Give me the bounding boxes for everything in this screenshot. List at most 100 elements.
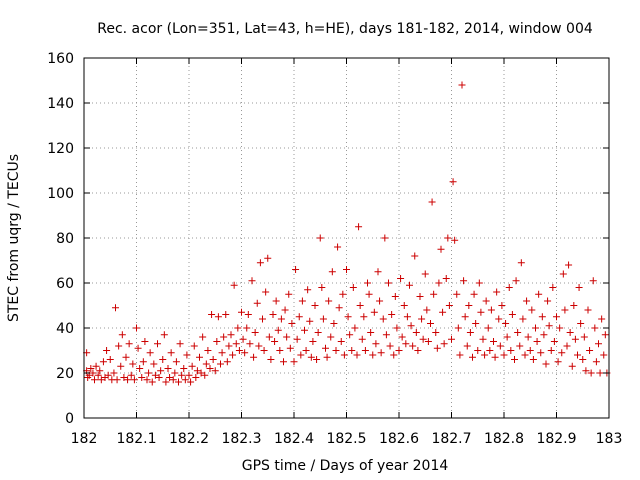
data-point bbox=[314, 329, 322, 336]
data-point bbox=[199, 333, 207, 341]
y-tick-label: 140 bbox=[47, 96, 74, 112]
data-point bbox=[519, 315, 527, 323]
data-point bbox=[298, 297, 306, 305]
data-point bbox=[293, 335, 301, 343]
data-point bbox=[172, 358, 180, 366]
data-point bbox=[474, 347, 482, 354]
data-point bbox=[302, 347, 310, 354]
data-point bbox=[286, 344, 294, 352]
data-point bbox=[97, 376, 105, 384]
data-point bbox=[175, 378, 182, 386]
data-point bbox=[344, 313, 352, 321]
data-point bbox=[376, 297, 384, 305]
data-point bbox=[419, 335, 427, 343]
data-point bbox=[265, 333, 273, 341]
data-point bbox=[379, 315, 387, 323]
data-point bbox=[495, 315, 503, 323]
data-point bbox=[183, 351, 191, 359]
y-axis-label: STEC from uqrg / TECUs bbox=[6, 154, 22, 322]
data-point bbox=[403, 313, 411, 321]
data-point bbox=[448, 335, 455, 343]
x-axis-label: GPS time / Days of year 2014 bbox=[242, 458, 449, 474]
data-point bbox=[556, 324, 564, 332]
data-point bbox=[87, 365, 95, 372]
data-point bbox=[540, 331, 548, 339]
data-point bbox=[409, 342, 417, 350]
data-point bbox=[390, 351, 398, 359]
data-point bbox=[514, 329, 522, 336]
data-point bbox=[206, 365, 214, 372]
data-point bbox=[196, 353, 203, 361]
data-point bbox=[106, 356, 114, 363]
grid-lines bbox=[84, 58, 609, 418]
data-point bbox=[487, 306, 495, 314]
data-point bbox=[283, 333, 291, 341]
data-point bbox=[259, 315, 266, 323]
data-point bbox=[592, 358, 600, 366]
data-point bbox=[227, 331, 235, 339]
data-point bbox=[204, 347, 212, 354]
data-point bbox=[570, 302, 578, 309]
data-point bbox=[230, 281, 238, 289]
data-point bbox=[511, 356, 518, 363]
y-tick-label: 40 bbox=[56, 321, 74, 337]
data-point bbox=[253, 299, 261, 307]
data-point bbox=[193, 367, 201, 375]
data-point bbox=[262, 288, 270, 296]
data-point bbox=[145, 369, 153, 377]
data-point bbox=[493, 288, 501, 296]
data-point bbox=[516, 342, 524, 350]
x-tick-label: 182.3 bbox=[221, 431, 261, 447]
data-point bbox=[325, 297, 333, 305]
data-point bbox=[486, 347, 494, 354]
data-point bbox=[322, 344, 329, 352]
y-tick-label: 0 bbox=[65, 411, 74, 427]
data-point bbox=[146, 349, 154, 357]
data-point bbox=[148, 378, 156, 386]
data-point bbox=[166, 374, 174, 381]
data-point bbox=[176, 340, 184, 348]
data-point bbox=[377, 349, 385, 357]
data-point bbox=[330, 320, 338, 327]
y-tick-label: 20 bbox=[56, 366, 74, 382]
data-point bbox=[402, 340, 410, 348]
data-point bbox=[138, 374, 146, 381]
data-point bbox=[260, 347, 268, 354]
data-point bbox=[304, 286, 312, 294]
x-tick-label: 182.1 bbox=[116, 431, 156, 447]
data-point bbox=[397, 275, 405, 282]
data-point bbox=[365, 290, 373, 298]
data-point bbox=[256, 259, 264, 267]
data-point bbox=[239, 335, 247, 343]
data-point bbox=[416, 293, 424, 300]
data-point bbox=[385, 279, 392, 287]
data-point bbox=[361, 347, 369, 354]
data-point bbox=[178, 371, 186, 379]
data-point bbox=[507, 347, 515, 354]
data-point bbox=[463, 342, 471, 350]
data-point bbox=[157, 367, 165, 375]
data-point bbox=[94, 371, 102, 379]
data-point bbox=[386, 342, 394, 350]
data-point bbox=[340, 351, 348, 359]
data-point bbox=[479, 335, 487, 343]
data-point bbox=[343, 266, 350, 273]
data-point bbox=[458, 81, 466, 89]
data-point bbox=[584, 306, 592, 314]
data-point bbox=[201, 371, 209, 379]
data-point bbox=[360, 313, 368, 321]
data-point bbox=[475, 279, 483, 287]
data-point bbox=[524, 333, 532, 341]
data-point bbox=[529, 356, 537, 363]
data-point bbox=[244, 311, 252, 318]
data-point bbox=[445, 302, 453, 309]
data-point bbox=[490, 338, 497, 345]
data-point bbox=[430, 290, 438, 298]
data-point bbox=[442, 275, 450, 282]
data-point bbox=[217, 360, 224, 368]
data-point bbox=[89, 369, 97, 377]
data-point bbox=[496, 342, 504, 350]
data-point bbox=[544, 297, 552, 305]
data-point bbox=[167, 349, 175, 357]
